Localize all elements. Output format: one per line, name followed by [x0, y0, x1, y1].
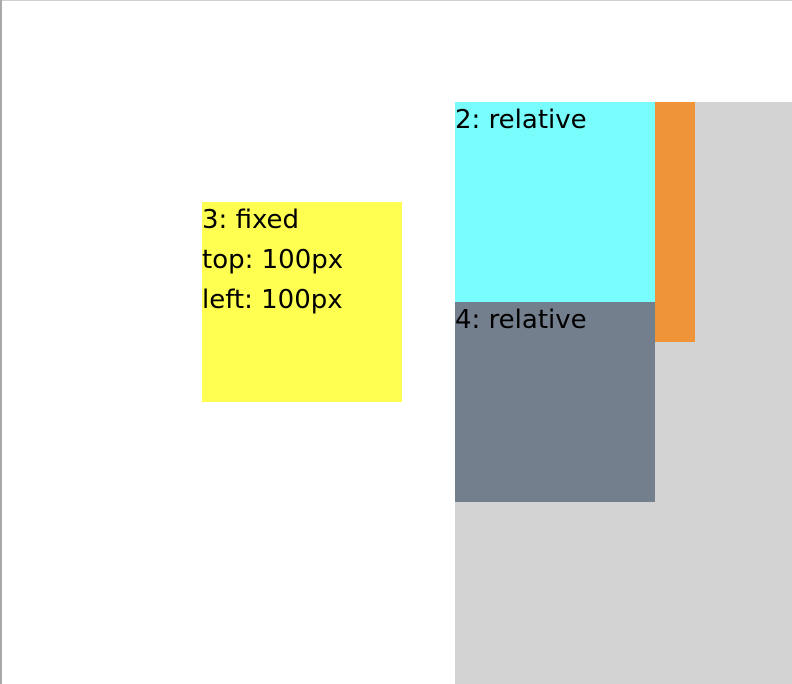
- box-4-relative: 4: relative: [455, 302, 655, 502]
- frame-top-border: [0, 0, 792, 1]
- box-4-label: 4: relative: [455, 305, 587, 335]
- frame-left-border: [0, 0, 2, 684]
- box-3-line-left: left: 100px: [202, 285, 343, 315]
- box-3-fixed: 3: fixed top: 100px left: 100px: [202, 202, 402, 402]
- orange-strip: [655, 102, 695, 342]
- box-2-relative: 2: relative: [455, 102, 655, 302]
- box-2-label: 2: relative: [455, 105, 587, 135]
- box-3-line-position: 3: fixed: [202, 205, 300, 235]
- box-3-line-top: top: 100px: [202, 245, 344, 275]
